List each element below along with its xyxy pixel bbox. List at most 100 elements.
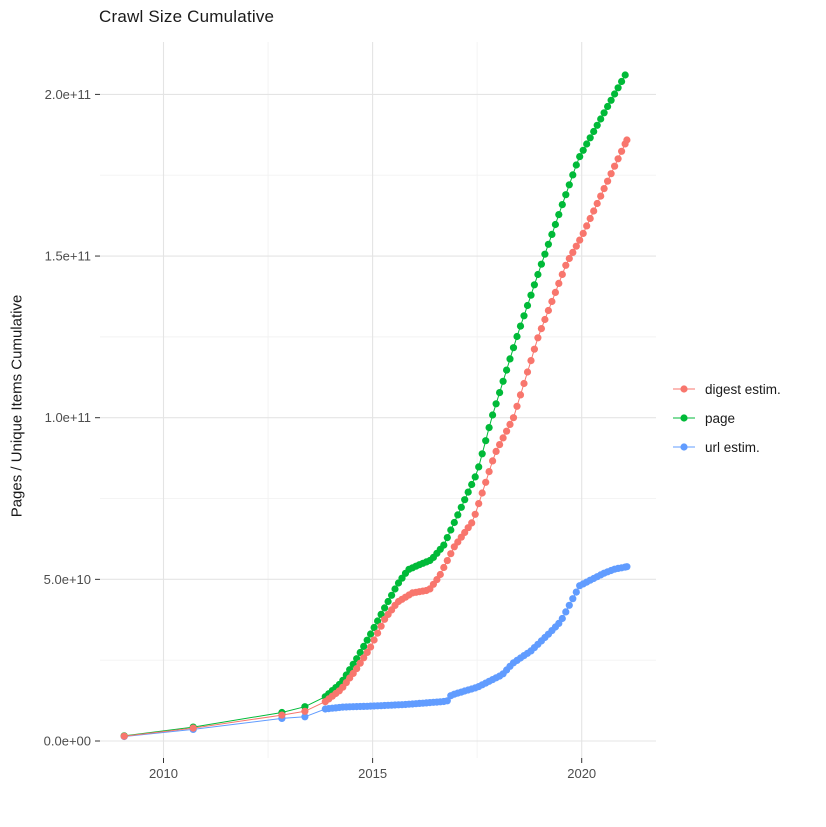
data-point-page [503,366,511,374]
y-tick-label: 2.0e+11 [45,87,91,102]
data-point-digest-estim [537,325,546,333]
data-point-digest-estim [468,519,476,527]
data-point-page [618,77,626,86]
data-point-digest-estim [475,500,483,508]
data-point-url-estim [623,563,631,571]
data-point-digest-estim [607,170,615,178]
y-tick-label: 5.0e+10 [44,572,91,587]
data-point-digest-estim [499,434,507,442]
data-point-page [530,281,539,289]
data-point-digest-estim [492,447,500,455]
data-point-url-estim [569,595,577,603]
data-point-page [621,71,629,79]
data-point-digest-estim [600,185,608,193]
data-point-digest-estim [558,270,566,278]
data-point-page [468,480,476,489]
data-point-page [607,96,615,104]
data-point-digest-estim [367,643,375,651]
x-tick-label: 2015 [358,766,387,781]
legend-key-icon [673,385,695,393]
data-point-page [450,518,458,527]
data-point-digest-estim [433,576,441,584]
data-point-digest-estim [370,636,378,644]
data-point-page [534,270,542,279]
data-point-digest-estim [443,557,451,565]
data-point-digest-estim [583,222,591,230]
data-point-digest-estim [478,489,486,497]
data-point-page [374,617,382,625]
data-point-digest-estim [471,510,479,518]
data-point-page [356,648,364,657]
data-point-page [555,211,563,219]
data-point-digest-estim [485,468,493,476]
data-point-page [579,146,587,154]
data-point-digest-estim [356,659,364,667]
data-point-page [541,250,549,258]
data-point-digest-estim [569,248,577,256]
data-point-digest-estim [520,379,528,388]
data-point-digest-estim [623,136,631,144]
data-point-page [600,109,608,117]
data-point-digest-estim [301,707,309,715]
data-point-page [461,496,469,504]
data-point-digest-estim [436,570,444,579]
data-point-url-estim [443,697,451,705]
data-point-page [604,102,612,111]
data-point-digest-estim [447,550,455,558]
data-point-digest-estim [527,357,535,365]
data-point-digest-estim [614,155,622,163]
data-point-digest-estim [516,391,525,399]
data-point-digest-estim [562,261,570,269]
data-point-digest-estim [482,478,490,486]
data-point-page [516,322,525,330]
y-tick-label: 1.5e+11 [45,249,91,264]
legend-label: url estim. [705,439,760,455]
data-point-page [597,115,605,123]
data-point-digest-estim [120,732,128,740]
chart-title: Crawl Size Cumulative [99,7,275,26]
data-point-page [360,642,368,651]
data-point-digest-estim [586,214,594,223]
data-point-page [562,191,570,199]
data-point-digest-estim [534,334,542,342]
data-point-page [611,90,619,98]
data-point-url-estim [565,601,573,609]
data-point-page [447,526,455,534]
data-point-page [537,260,546,268]
data-point-page [464,488,472,496]
data-point-digest-estim [590,207,598,215]
data-point-page [489,411,497,419]
data-point-page [485,424,493,432]
data-point-digest-estim [593,199,601,208]
data-point-digest-estim [360,654,368,662]
data-point-digest-estim [523,368,532,376]
data-point-page [614,84,622,92]
y-tick-label: 0.0e+00 [44,734,91,749]
data-point-digest-estim [440,563,448,572]
series-line-digest-estim [124,139,628,737]
data-point-page [499,377,507,385]
data-point-page [391,585,399,593]
data-point-page [569,171,577,179]
data-point-digest-estim [363,648,371,657]
series-line-url-estim [124,566,628,737]
data-point-digest-estim [565,254,573,263]
data-point-page [586,134,594,142]
data-point-page [384,597,392,606]
data-point-digest-estim [530,345,539,353]
legend-key-icon [673,414,695,422]
legend-label: digest estim. [705,381,781,397]
data-point-digest-estim [572,242,580,250]
data-point-digest-estim [513,402,521,410]
data-point-digest-estim [548,297,556,306]
data-point-digest-estim [551,288,560,296]
data-point-page [443,534,451,542]
data-point-page [527,291,535,299]
data-point-page [478,450,486,458]
data-point-url-estim [572,588,580,596]
data-point-page [381,604,389,612]
data-point-digest-estim [489,457,497,465]
data-point-page [593,121,601,129]
data-point-page [496,389,504,397]
